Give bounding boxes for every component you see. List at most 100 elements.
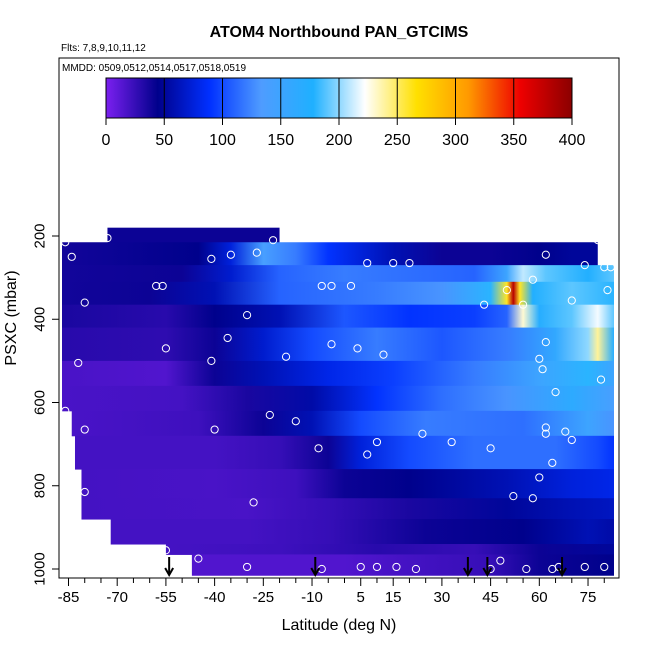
field-band (62, 327, 614, 362)
sample-point (61, 406, 70, 415)
field-band (81, 469, 614, 499)
sample-point (252, 248, 261, 257)
sample-point (528, 275, 537, 284)
sample-point (207, 254, 216, 263)
sample-point (207, 356, 216, 365)
sample-point (372, 562, 382, 572)
colorbar: 0 50 100 150 200 250 300 350 400 (102, 77, 586, 149)
sample-point (223, 333, 232, 343)
sample-point (356, 562, 365, 572)
colorbar-tick-label-200: 200 (326, 132, 353, 149)
colorbar-tick-label-400: 400 (559, 132, 586, 149)
sample-point (152, 281, 161, 291)
colorbar-tick-label-250: 250 (384, 132, 411, 149)
sample-point (327, 281, 336, 291)
sample-point (363, 258, 372, 268)
sample-point (496, 556, 505, 565)
sample-point (522, 564, 531, 574)
sample-point (567, 435, 576, 445)
sample-point (80, 425, 89, 434)
y-tick-label: 1000 (32, 552, 49, 585)
sample-point (372, 437, 382, 447)
sample-point (242, 562, 252, 572)
sample-point (541, 423, 550, 432)
sample-point (281, 352, 291, 361)
sample-point (486, 444, 495, 453)
sample-point (67, 252, 76, 261)
sample-point (509, 492, 518, 501)
sample-points (61, 233, 615, 574)
x-tick-label: -10 (301, 589, 323, 606)
sample-point (161, 344, 171, 353)
field-band (191, 554, 614, 576)
x-axis: -85 -70 -55 -40 -25 -10 5 15 30 45 60 75 (58, 578, 605, 606)
sample-point (61, 238, 70, 247)
sample-point (502, 286, 511, 295)
sample-point (363, 450, 372, 459)
sample-point (80, 487, 89, 497)
sample-point (418, 429, 427, 438)
sample-point (580, 261, 589, 270)
x-tick-label: 15 (385, 589, 402, 606)
x-tick-label: 5 (357, 589, 365, 606)
sample-point (600, 263, 609, 272)
sample-point (346, 281, 356, 291)
field-band (62, 385, 614, 412)
sampling-arrows (164, 557, 567, 578)
colorbar-tick-label-100: 100 (209, 132, 236, 149)
sampling-arrow-head (164, 567, 175, 578)
y-tick-label: 800 (32, 473, 49, 498)
sample-point (561, 427, 570, 436)
field-band (110, 519, 615, 545)
sampling-arrow-head (557, 567, 567, 578)
field-band (62, 360, 614, 387)
sample-point (580, 562, 589, 572)
flights-note: Flts: 7,8,9,10,11,12 (61, 43, 146, 54)
field-band (62, 265, 614, 283)
sample-point (551, 387, 560, 397)
sample-point (535, 473, 544, 482)
y-tick-label: 600 (32, 390, 49, 415)
sample-point (317, 281, 326, 291)
x-tick-label: -70 (106, 589, 128, 606)
sample-point (603, 286, 612, 295)
x-tick-label: -55 (155, 589, 177, 606)
field-band (74, 435, 615, 470)
field-band (165, 544, 614, 555)
plot-frame (58, 57, 620, 579)
sample-point (405, 258, 414, 268)
y-tick-label: 200 (32, 223, 49, 248)
field-band (71, 410, 615, 437)
sample-point (158, 281, 167, 291)
sample-point (548, 458, 557, 467)
sample-point (411, 564, 421, 574)
field-band (62, 281, 614, 306)
colorbar-tick-label-0: 0 (102, 132, 111, 149)
sample-point (528, 494, 537, 503)
sample-point (74, 358, 83, 368)
sample-point (80, 298, 89, 307)
concentration-field (62, 227, 615, 576)
sampling-arrow-head (482, 567, 493, 578)
x-tick-label: 30 (434, 589, 451, 606)
sample-point (541, 338, 550, 347)
colorbar-tick-label-150: 150 (267, 132, 294, 149)
sample-point (392, 562, 401, 572)
colorbar-tick-label-50: 50 (155, 132, 173, 149)
sample-point (379, 350, 388, 359)
field-band (62, 304, 614, 329)
sample-point (161, 546, 171, 555)
sample-point (606, 263, 615, 272)
sample-point (600, 562, 609, 572)
y-axis-label: PSXC (mbar) (3, 270, 20, 365)
sample-point (353, 344, 362, 353)
sample-point (535, 354, 544, 363)
field-band (81, 498, 614, 520)
sample-point (226, 250, 235, 259)
x-axis-label: Latitude (deg N) (282, 617, 397, 634)
x-tick-label: 45 (482, 589, 499, 606)
sample-point (314, 444, 323, 453)
sample-point (447, 437, 456, 447)
sample-point (541, 250, 550, 259)
x-tick-label: -40 (204, 589, 226, 606)
